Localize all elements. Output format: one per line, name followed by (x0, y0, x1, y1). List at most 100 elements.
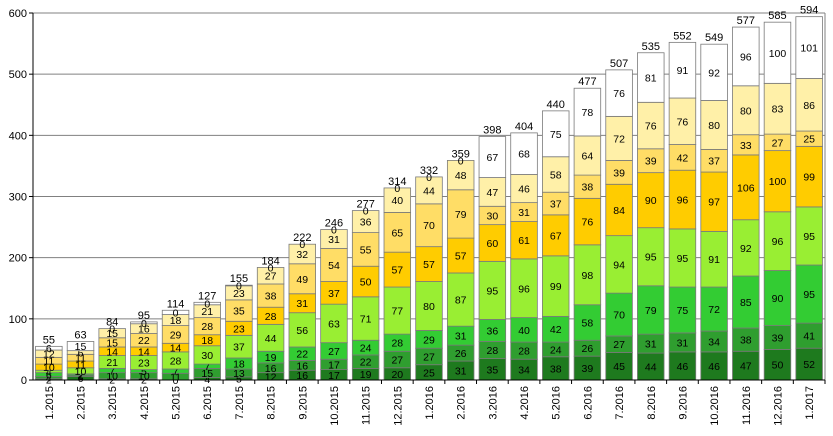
segment-value-label: 10 (75, 366, 87, 378)
bar-segment (478, 260, 507, 320)
bar-segment (795, 206, 823, 266)
bar-segment (637, 101, 665, 150)
segment-value-label: 18 (201, 335, 213, 347)
segment-value-label: 6 (46, 343, 52, 355)
segment-value-label: 37 (708, 156, 720, 168)
segment-value-label: 101 (800, 43, 818, 55)
total-value-label: 155 (230, 273, 248, 285)
segment-value-label: 92 (740, 243, 752, 255)
segment-value-label: 71 (360, 314, 372, 326)
segment-value-label: 14 (170, 343, 182, 355)
segment-value-label: 28 (391, 338, 403, 350)
bar-stack: 210523142216095 (130, 310, 158, 386)
segment-value-label: 42 (677, 152, 689, 164)
segment-value-label: 63 (328, 318, 340, 330)
segment-value-label: 5 (141, 366, 147, 378)
segment-value-label: 10 (138, 371, 150, 383)
segment-value-label: 90 (645, 195, 657, 207)
bar-segment (288, 312, 316, 348)
segment-value-label: 48 (455, 170, 467, 182)
segment-value-label: 28 (487, 345, 499, 357)
bar-segment (732, 85, 760, 136)
bar-segment (700, 100, 728, 150)
total-value-label: 55 (43, 334, 55, 346)
bar-segment (668, 286, 697, 334)
segment-value-label: 10 (43, 362, 55, 374)
bar-segment (66, 341, 95, 352)
segment-value-label: 22 (138, 335, 150, 347)
segment-value-label: 37 (328, 288, 340, 300)
bars: 2464101112655622101111615632107211415150… (35, 5, 823, 387)
segment-value-label: 76 (582, 217, 594, 229)
segment-value-label: 25 (423, 367, 435, 379)
bar-segment (732, 26, 760, 87)
bar-segment (225, 284, 253, 287)
segment-value-label: 31 (518, 207, 530, 219)
bar-segment (351, 296, 380, 341)
bar-segment (256, 267, 285, 285)
bar-segment (795, 78, 823, 132)
segment-value-label: 91 (708, 254, 720, 266)
x-tick-label: 6.2015 (202, 386, 214, 420)
segment-value-label: 31 (645, 339, 657, 351)
segment-value-label: 80 (423, 301, 435, 313)
segment-value-label: 36 (487, 325, 499, 337)
segment-value-label: 23 (138, 358, 150, 370)
total-value-label: 222 (293, 232, 311, 244)
segment-value-label: 0 (268, 262, 274, 274)
bar-segment (795, 264, 823, 324)
total-value-label: 127 (198, 290, 216, 302)
segment-value-label: 86 (803, 100, 815, 112)
total-value-label: 314 (388, 176, 406, 188)
bar-segment (795, 145, 823, 208)
bar-segment (795, 16, 823, 79)
bar-stack: 210721141515084 (98, 317, 126, 386)
bar-stack: 50 39 90 96 100 27 83 100 585 (763, 10, 792, 381)
segment-value-label: 44 (265, 333, 277, 345)
segment-value-label: 106 (737, 182, 755, 194)
segment-value-label: 16 (265, 363, 277, 375)
segment-value-label: 0 (363, 206, 369, 218)
segment-value-label: 47 (740, 361, 752, 373)
segment-value-label: 96 (772, 236, 784, 248)
segment-value-label: 34 (708, 336, 720, 348)
x-tick-label: 1.2017 (804, 386, 816, 420)
segment-value-label: 31 (296, 298, 308, 310)
segment-value-label: 11 (170, 372, 181, 384)
bar-segment (320, 229, 348, 249)
segment-value-label: 58 (550, 169, 562, 181)
segment-value-label: 7 (109, 366, 115, 378)
segment-value-label: 31 (328, 234, 340, 246)
y-tick-label: 100 (9, 314, 27, 326)
segment-value-label: 38 (582, 182, 594, 194)
bar-segment (478, 177, 507, 207)
segment-value-label: 0 (109, 324, 115, 336)
segment-value-label: 22 (360, 357, 372, 369)
segment-value-label: 27 (328, 346, 340, 358)
x-tick-label: 4.2016 (519, 386, 531, 420)
x-axis: 1.2015 2.2015 3.2015 4.2015 5.2015 6.2015 7.20… (33, 379, 826, 426)
bar-segment (288, 243, 316, 265)
segment-value-label: 84 (613, 205, 625, 217)
segment-value-label: 31 (677, 337, 689, 349)
bar-segment (446, 237, 475, 274)
bar-segment (542, 255, 570, 317)
total-value-label: 535 (642, 41, 660, 53)
segment-value-label: 7 (204, 361, 210, 373)
x-tick-label: 4.2015 (139, 386, 151, 420)
x-tick-label: 3.2015 (107, 386, 119, 420)
bar-segment (542, 315, 570, 343)
y-tick-label: 200 (9, 253, 27, 265)
segment-value-label: 0 (458, 155, 464, 167)
bar-segment (98, 328, 126, 339)
segment-value-label: 50 (360, 277, 372, 289)
segment-value-label: 39 (582, 363, 594, 375)
segment-value-label: 76 (645, 121, 657, 133)
